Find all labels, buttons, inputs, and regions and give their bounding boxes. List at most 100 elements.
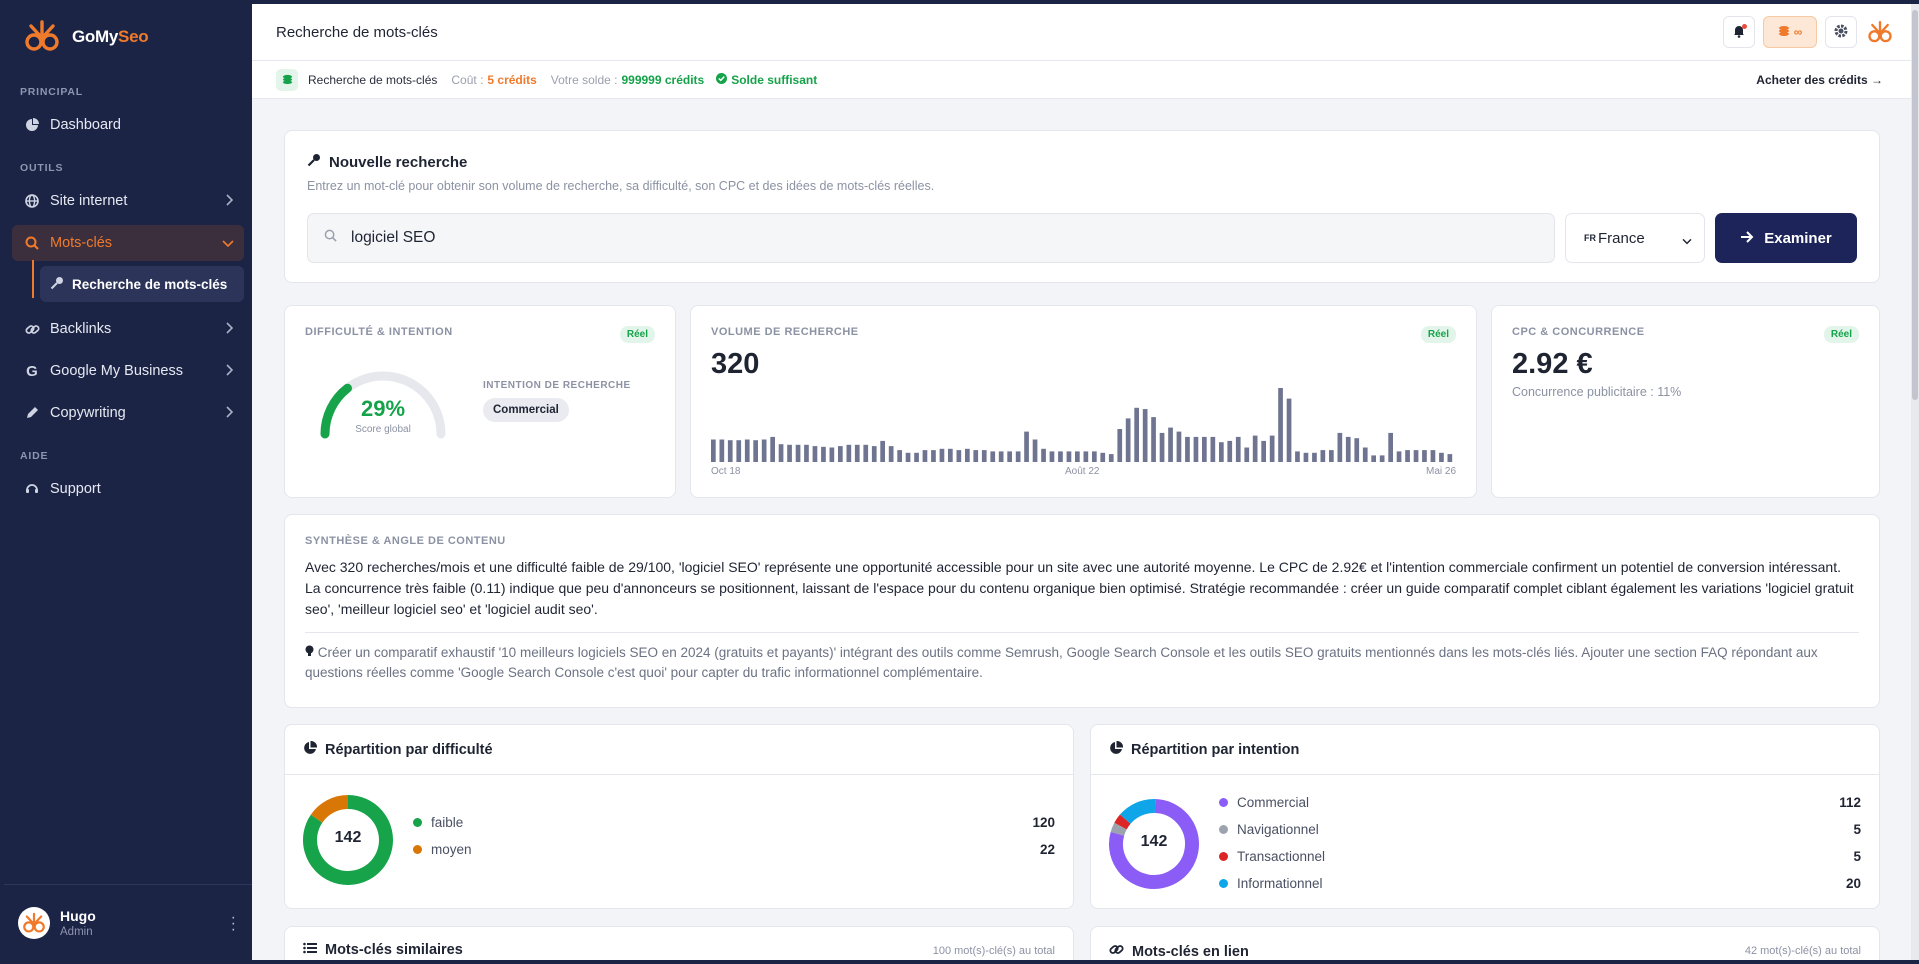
bell-icon (1732, 24, 1746, 41)
volume-bar (1244, 447, 1250, 462)
section-principal: PRINCIPAL (20, 86, 84, 98)
volume-bar (1193, 436, 1199, 462)
cost-value: 5 crédits (487, 72, 537, 87)
sidebar-item-motscles[interactable]: Mots-clés (12, 225, 244, 261)
volume-bar (1337, 432, 1343, 462)
legend-item: faible (413, 815, 463, 830)
volume-bar (1261, 440, 1266, 462)
difficulty-gauge: 29% Score global (313, 364, 453, 454)
volume-bar (1142, 409, 1148, 462)
sidebar-subitem-recherche[interactable]: Recherche de mots-clés (32, 260, 244, 302)
legend-item: Commercial (1219, 795, 1309, 810)
axis-label-end: Mai 26 (1425, 466, 1456, 477)
volume-bar (1100, 452, 1106, 462)
volume-bar (804, 444, 809, 462)
cpc-label: CPC & CONCURRENCE (1512, 326, 1645, 338)
sidebar-item-site[interactable]: Site internet (12, 183, 244, 219)
sidebar: GoMySeo PRINCIPAL Dashboard OUTILS Site … (4, 4, 252, 960)
volume-bar (1041, 448, 1046, 462)
sidebar-item-copywriting[interactable]: Copywriting (12, 395, 244, 431)
volume-bar (1269, 435, 1275, 462)
country-select[interactable]: FR France (1565, 213, 1705, 263)
volume-bar (770, 436, 775, 462)
volume-bar (998, 451, 1004, 462)
credits-chip[interactable]: ∞ (1763, 16, 1817, 48)
link-icon (1109, 942, 1124, 960)
page-scrollbar[interactable] (1911, 4, 1919, 960)
brand-name: GoMySeo (72, 27, 149, 46)
volume-bar (1007, 451, 1012, 462)
volume-bar (1083, 451, 1089, 462)
legend-value: 22 (1039, 842, 1055, 857)
examine-button[interactable]: Examiner (1715, 213, 1857, 263)
main-content: Recherche de mots-clés ∞ (252, 4, 1919, 960)
notifications-button[interactable] (1723, 16, 1755, 48)
legend-dot (1219, 825, 1228, 834)
intent-chip: Commercial (483, 398, 569, 422)
sidebar-item-dashboard[interactable]: Dashboard (12, 107, 244, 143)
balance-status-text: Solde suffisant (731, 72, 818, 87)
volume-bar (1422, 450, 1427, 462)
volume-bar (1108, 454, 1114, 462)
sidebar-item-label: Google My Business (50, 363, 183, 379)
list-icon (303, 942, 317, 958)
volume-bar (854, 444, 860, 462)
similar-keywords-card: Mots-clés similaires 100 mot(s)-clé(s) a… (284, 926, 1074, 960)
difficulty-total: 142 (334, 829, 362, 846)
synthesis-tip: Créer un comparatif exhaustif '10 meille… (305, 643, 1859, 683)
chevron-right-icon (224, 322, 234, 338)
pie-chart-icon (303, 740, 318, 759)
cpc-value: 2.92 € (1512, 348, 1593, 380)
volume-bar (922, 450, 928, 462)
user-profile[interactable]: Hugo Admin · · · (4, 884, 252, 960)
volume-bar (956, 450, 962, 462)
sidebar-item-support[interactable]: Support (12, 471, 244, 507)
volume-bar (905, 452, 911, 462)
volume-bar (931, 450, 936, 462)
pie-chart-icon (1109, 740, 1124, 759)
volume-value: 320 (711, 348, 760, 380)
volume-bar (1134, 407, 1139, 462)
sidebar-item-label: Mots-clés (50, 235, 113, 251)
volume-bar (1092, 451, 1097, 462)
country-value: France (1598, 229, 1645, 247)
keyword-input[interactable]: logiciel SEO (307, 213, 1555, 263)
sidebar-item-label: Copywriting (50, 405, 126, 421)
sidebar-item-gmb[interactable]: G Google My Business (12, 353, 244, 389)
headset-icon (24, 481, 40, 497)
volume-bar (1227, 440, 1233, 462)
donut-slice-commercial (1109, 799, 1199, 889)
volume-bar (761, 439, 767, 462)
intent-split-card: Répartition par intention 142 Commercial… (1090, 724, 1880, 909)
competition-text: Concurrence publicitaire : 11% (1512, 385, 1682, 399)
volume-bar (1430, 450, 1436, 462)
real-badge: Réel (619, 326, 655, 343)
volume-bar (973, 450, 979, 462)
legend-dot (413, 845, 422, 854)
search-icon (24, 235, 40, 251)
synthesis-card: SYNTHÈSE & ANGLE DE CONTENU Avec 320 rec… (284, 514, 1880, 708)
donut-slice-moyen (310, 795, 349, 823)
logo-icon (22, 18, 62, 57)
brand[interactable]: GoMySeo (4, 4, 252, 70)
volume-bar (948, 448, 953, 462)
section-outils: OUTILS (20, 162, 64, 174)
related-count: 42 mot(s)-clé(s) au total (1744, 945, 1861, 957)
volume-bar (888, 446, 894, 462)
chevron-down-icon (222, 236, 234, 252)
sidebar-item-backlinks[interactable]: Backlinks (12, 311, 244, 347)
legend-value: 120 (1032, 815, 1055, 830)
volume-bar (1210, 436, 1216, 462)
search-card: Nouvelle recherche Entrez un mot-clé pou… (284, 130, 1880, 283)
brand-logo-small (1865, 16, 1895, 48)
scrollbar-thumb[interactable] (1912, 10, 1918, 400)
flag-label: FR (1584, 233, 1596, 243)
buy-credits-link[interactable]: Acheter des crédits → (1756, 73, 1883, 87)
volume-bar (1202, 436, 1207, 462)
volume-bar (1396, 451, 1402, 462)
settings-button[interactable] (1825, 16, 1857, 48)
volume-label: VOLUME DE RECHERCHE (711, 326, 859, 338)
avatar (18, 906, 50, 939)
legend-label: Informationnel (1237, 876, 1323, 891)
more-vertical-icon[interactable]: · · · (230, 909, 236, 938)
